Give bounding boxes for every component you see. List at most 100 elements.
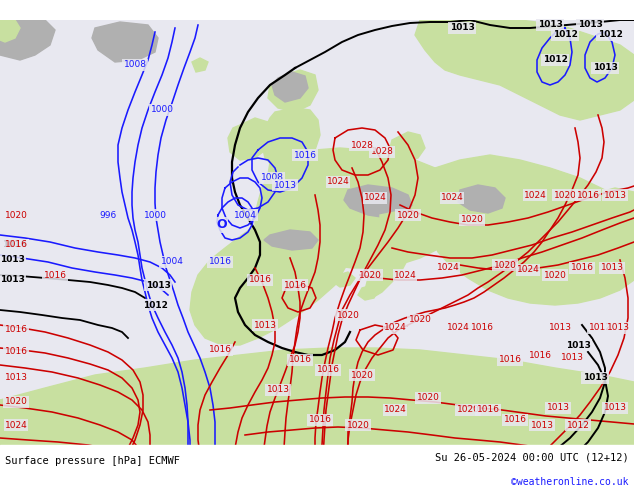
Polygon shape — [358, 285, 378, 300]
Text: 996: 996 — [100, 211, 117, 220]
Polygon shape — [255, 148, 465, 268]
Text: 1020: 1020 — [417, 393, 439, 402]
Text: 1013: 1013 — [266, 386, 290, 394]
Text: 1020: 1020 — [493, 261, 517, 270]
Text: 1020: 1020 — [460, 216, 484, 224]
Text: 1016: 1016 — [44, 270, 67, 279]
Polygon shape — [192, 58, 208, 72]
Text: 1016: 1016 — [576, 191, 600, 199]
Text: 1016: 1016 — [4, 325, 27, 335]
Text: 1013: 1013 — [604, 191, 626, 199]
Text: 1013: 1013 — [604, 403, 626, 413]
Text: 1013: 1013 — [4, 373, 27, 383]
Polygon shape — [92, 22, 158, 62]
Text: 1016: 1016 — [477, 406, 500, 415]
Polygon shape — [390, 132, 425, 162]
Text: 1024: 1024 — [437, 264, 460, 272]
Polygon shape — [272, 72, 308, 102]
Text: 1016: 1016 — [283, 280, 306, 290]
Text: 1024: 1024 — [384, 323, 406, 333]
Text: 1020: 1020 — [456, 406, 479, 415]
Text: 1024: 1024 — [441, 194, 463, 202]
Text: Surface pressure [hPa] ECMWF: Surface pressure [hPa] ECMWF — [5, 456, 180, 466]
Text: 1016: 1016 — [4, 347, 27, 357]
Text: 1016: 1016 — [470, 323, 493, 333]
Polygon shape — [262, 108, 320, 170]
Text: 1013: 1013 — [547, 403, 569, 413]
Text: 1008: 1008 — [124, 60, 146, 70]
Text: 1020: 1020 — [553, 191, 576, 199]
Text: 1024: 1024 — [517, 266, 540, 274]
Polygon shape — [190, 215, 348, 345]
Text: Su 26-05-2024 00:00 UTC (12+12): Su 26-05-2024 00:00 UTC (12+12) — [435, 453, 629, 463]
Text: 1013: 1013 — [450, 24, 474, 32]
Text: 1016: 1016 — [571, 264, 593, 272]
Text: 1020: 1020 — [396, 211, 420, 220]
Text: 1016: 1016 — [4, 241, 27, 249]
Text: 1013: 1013 — [566, 341, 590, 349]
Text: 1024: 1024 — [4, 420, 27, 430]
Polygon shape — [0, 20, 55, 60]
Text: 1016: 1016 — [249, 275, 271, 285]
Text: 1013: 1013 — [600, 264, 623, 272]
Text: 1016: 1016 — [529, 350, 552, 360]
Text: 1024: 1024 — [524, 191, 547, 199]
Text: 1016: 1016 — [498, 356, 522, 365]
Text: 1000: 1000 — [150, 105, 174, 115]
Text: 1013: 1013 — [0, 275, 25, 285]
Text: 1016: 1016 — [503, 416, 526, 424]
Polygon shape — [458, 185, 505, 213]
Text: 1020: 1020 — [347, 420, 370, 430]
Text: 1012: 1012 — [553, 30, 578, 40]
Polygon shape — [432, 155, 634, 305]
Polygon shape — [0, 20, 20, 42]
Text: 1013: 1013 — [538, 21, 562, 29]
Text: 1020: 1020 — [4, 397, 27, 407]
Text: 1013: 1013 — [146, 280, 171, 290]
Polygon shape — [415, 20, 634, 120]
Text: 1020: 1020 — [408, 316, 432, 324]
Text: 1016: 1016 — [288, 356, 311, 365]
Text: 1020: 1020 — [351, 370, 373, 379]
Text: 1013: 1013 — [0, 255, 25, 265]
Text: 1016: 1016 — [294, 150, 316, 160]
Text: 1024: 1024 — [364, 194, 386, 202]
Text: 1024: 1024 — [384, 406, 406, 415]
Polygon shape — [333, 272, 355, 287]
Text: 1020: 1020 — [4, 211, 27, 220]
Text: 1020: 1020 — [337, 311, 359, 319]
Text: 1016: 1016 — [316, 366, 339, 374]
Text: 1024: 1024 — [327, 177, 349, 187]
Polygon shape — [264, 230, 318, 250]
Text: 1008: 1008 — [261, 173, 283, 182]
Text: 1016: 1016 — [209, 345, 231, 354]
Text: 1012: 1012 — [598, 30, 623, 40]
Polygon shape — [268, 70, 318, 112]
Text: 1013: 1013 — [531, 420, 553, 430]
Polygon shape — [344, 185, 412, 218]
Text: 1000: 1000 — [143, 211, 167, 220]
Text: 1013: 1013 — [578, 21, 602, 29]
Text: 1013: 1013 — [593, 64, 618, 73]
Polygon shape — [228, 118, 272, 160]
Text: 1004: 1004 — [160, 258, 183, 267]
Text: 1013: 1013 — [273, 180, 297, 190]
Text: 1016: 1016 — [309, 416, 332, 424]
Polygon shape — [0, 348, 634, 470]
Text: 1012: 1012 — [543, 55, 567, 65]
Text: O: O — [217, 219, 228, 231]
Text: 1013: 1013 — [560, 353, 583, 363]
Text: 1028: 1028 — [351, 141, 373, 149]
Text: 1028: 1028 — [370, 147, 394, 156]
Text: 1013: 1013 — [254, 320, 276, 329]
Text: 1012: 1012 — [567, 420, 590, 430]
Text: ©weatheronline.co.uk: ©weatheronline.co.uk — [512, 477, 629, 487]
Text: 1016: 1016 — [209, 258, 231, 267]
Text: 1024: 1024 — [394, 270, 417, 279]
Text: 1013: 1013 — [607, 323, 630, 333]
Polygon shape — [578, 188, 634, 250]
Text: 1020: 1020 — [543, 270, 566, 279]
Text: 1020: 1020 — [359, 270, 382, 279]
Text: 1016: 1016 — [1, 241, 27, 249]
Text: 1013: 1013 — [583, 373, 607, 383]
